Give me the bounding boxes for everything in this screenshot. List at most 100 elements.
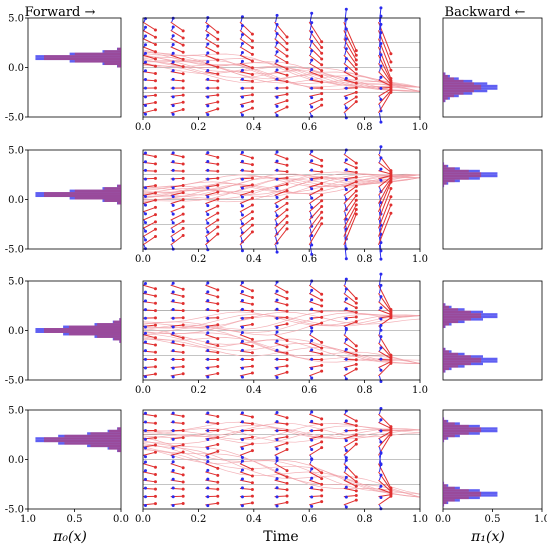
flow-frame bbox=[142, 409, 421, 510]
right-hist-bar-forward bbox=[443, 318, 471, 321]
backward-arrow-head bbox=[171, 316, 175, 320]
forward-arrow-head bbox=[354, 175, 358, 179]
forward-arrow-head bbox=[354, 180, 358, 184]
forward-arrow bbox=[343, 71, 357, 79]
forward-arrow bbox=[343, 190, 357, 204]
backward-arrow-head bbox=[379, 346, 383, 350]
forward-arrow bbox=[142, 62, 156, 67]
forward-arrow-head bbox=[354, 49, 358, 53]
forward-arrow-head bbox=[285, 448, 289, 452]
forward-arrow-head bbox=[153, 184, 157, 188]
backward-arrow-head bbox=[344, 178, 348, 182]
backward-arrow-head bbox=[275, 159, 279, 163]
trajectory-line bbox=[142, 443, 421, 498]
right-hist-panel bbox=[442, 149, 543, 250]
forward-arrow bbox=[343, 213, 357, 246]
backward-arrow-head bbox=[143, 411, 147, 415]
right-hist-bar-backward bbox=[443, 87, 498, 90]
ytick-label: 5.0 bbox=[8, 406, 24, 417]
forward-arrow-head bbox=[320, 428, 324, 432]
forward-arrow bbox=[205, 54, 218, 61]
backward-arrow-head bbox=[344, 27, 348, 31]
backward-arrow-head bbox=[206, 168, 210, 172]
forward-arrow bbox=[170, 206, 184, 213]
forward-arrow-head bbox=[216, 466, 220, 470]
left-hist-bar-forward bbox=[74, 52, 121, 56]
left-hist-panel: 5.0 0.0 -5.0 bbox=[5, 146, 122, 256]
forward-arrow-head bbox=[320, 97, 324, 101]
forward-arrow bbox=[205, 463, 218, 469]
forward-arrow-head bbox=[250, 196, 254, 200]
backward-arrow-head bbox=[171, 203, 175, 207]
left-hist-bar-backward bbox=[35, 194, 121, 198]
forward-arrow-head bbox=[285, 54, 289, 58]
forward-arrow bbox=[205, 372, 218, 377]
backward-arrow-head bbox=[171, 112, 175, 116]
right-hist-panel bbox=[442, 280, 543, 381]
forward-arrow-head bbox=[250, 79, 254, 83]
backward-arrow-head bbox=[344, 96, 348, 100]
forward-arrow bbox=[378, 178, 392, 196]
forward-arrow-head bbox=[181, 287, 185, 291]
forward-arrow bbox=[378, 309, 392, 315]
forward-arrow-head bbox=[354, 212, 358, 216]
forward-arrow bbox=[205, 292, 218, 298]
backward-arrow-head bbox=[275, 447, 279, 451]
forward-arrow bbox=[309, 71, 322, 77]
forward-arrow-head bbox=[320, 482, 324, 486]
backward-arrow-head bbox=[275, 339, 279, 343]
forward-arrow bbox=[378, 180, 392, 204]
backward-arrow-head bbox=[344, 287, 348, 291]
forward-arrow-head bbox=[320, 176, 324, 180]
backward-arrow-head bbox=[240, 86, 244, 90]
forward-arrow-head bbox=[320, 45, 324, 49]
forward-arrow bbox=[142, 21, 156, 31]
mid-xtick-label: 0.6 bbox=[301, 514, 317, 525]
forward-arrow bbox=[308, 62, 322, 72]
trajectory-line bbox=[142, 50, 421, 92]
backward-label: Backward ← bbox=[445, 5, 526, 20]
mid-xtick-label: 0.4 bbox=[246, 385, 262, 396]
forward-arrow bbox=[377, 46, 392, 79]
backward-arrow-head bbox=[171, 69, 175, 73]
left-hist-bar-forward bbox=[119, 318, 121, 321]
mid-xtick-label: 0.2 bbox=[190, 514, 206, 525]
mid-xtick-label: 0.2 bbox=[190, 122, 206, 133]
forward-arrow-head bbox=[153, 108, 157, 112]
forward-arrow bbox=[378, 92, 392, 114]
forward-arrow-head bbox=[250, 309, 254, 313]
left-hist-bar-backward bbox=[35, 437, 121, 440]
backward-arrow-head bbox=[275, 468, 279, 472]
forward-arrow-head bbox=[153, 480, 157, 484]
forward-arrow-head bbox=[285, 86, 289, 90]
forward-arrow-head bbox=[285, 290, 289, 294]
backward-arrow-head bbox=[379, 335, 383, 339]
backward-arrow-head bbox=[310, 329, 314, 333]
forward-arrow bbox=[142, 228, 156, 238]
forward-arrow-head bbox=[354, 301, 358, 305]
row-0: 5.0 0.0 -5.0 0.0 0.2 0.4 0.6 0.8 1.0 bbox=[5, 6, 543, 133]
trajectory-line bbox=[142, 311, 421, 326]
backward-arrow-head bbox=[240, 15, 244, 19]
mid-xtick-label: 0.0 bbox=[135, 122, 151, 133]
forward-arrow bbox=[308, 284, 322, 295]
forward-arrow bbox=[170, 29, 184, 39]
right-hist-bar-backward bbox=[443, 417, 445, 420]
left-hist-bar-forward bbox=[43, 192, 121, 195]
right-hist-bar-forward bbox=[443, 422, 455, 425]
forward-arrow bbox=[308, 200, 322, 213]
forward-arrow-head bbox=[250, 364, 254, 368]
left-hist-bar-backward bbox=[58, 434, 121, 438]
forward-arrow bbox=[274, 209, 288, 221]
left-hist-bar-backward bbox=[35, 57, 121, 61]
forward-arrow-head bbox=[153, 323, 157, 327]
forward-arrow bbox=[274, 38, 288, 51]
backward-arrow-head bbox=[143, 104, 147, 108]
forward-arrow-head bbox=[181, 100, 185, 104]
forward-arrow-head bbox=[153, 365, 157, 369]
forward-arrow-head bbox=[250, 494, 254, 498]
right-hist-bar-forward bbox=[443, 357, 482, 361]
flow-panel: 0.0 0.2 0.4 0.6 0.8 1.0 bbox=[135, 6, 428, 133]
forward-arrow-head bbox=[389, 211, 393, 215]
forward-arrow bbox=[274, 190, 288, 196]
